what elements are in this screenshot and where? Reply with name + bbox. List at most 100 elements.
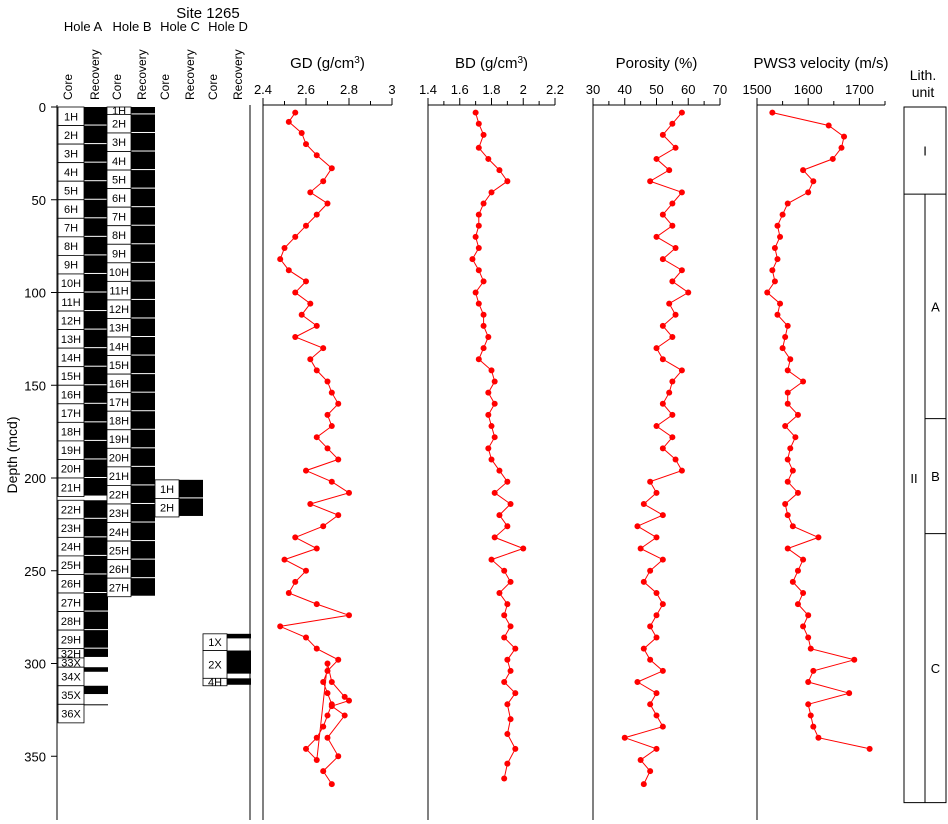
data-line: [766, 112, 870, 750]
data-point: [777, 233, 784, 240]
data-point: [815, 534, 822, 541]
recovery-bar: [84, 685, 108, 695]
core-interval: 3H: [106, 132, 155, 152]
core-id-label: 35X: [61, 690, 81, 702]
x-tick-label: 3: [388, 82, 395, 97]
core-interval: 11H: [106, 280, 155, 301]
data-point: [313, 756, 320, 763]
depth-tick-label: 150: [24, 378, 46, 393]
data-point: [507, 623, 514, 630]
core-interval: 8H: [57, 236, 108, 256]
data-point: [653, 233, 660, 240]
data-point: [292, 233, 299, 240]
data-point: [769, 109, 776, 116]
data-point: [512, 690, 519, 697]
core-interval: 5H: [106, 169, 155, 190]
recovery-bar: [131, 188, 155, 207]
core-id-label: 1H: [160, 484, 174, 496]
data-point: [491, 378, 498, 385]
data-point: [504, 701, 511, 708]
core-id-label: 2H: [112, 119, 126, 131]
core-id-label: 4H: [112, 156, 126, 168]
data-point: [501, 775, 508, 782]
data-point: [774, 222, 781, 229]
data-point: [838, 144, 845, 151]
recovery-bar: [84, 422, 108, 440]
data-point: [328, 679, 335, 686]
data-point: [647, 656, 654, 663]
data-point: [866, 745, 873, 752]
recovery-bar: [84, 459, 108, 477]
core-interval: 34X: [57, 666, 108, 687]
core-id-label: 15H: [109, 360, 129, 372]
data-point: [659, 400, 666, 407]
core-box: [202, 650, 228, 679]
data-point: [328, 478, 335, 485]
data-point: [496, 167, 503, 174]
data-point: [841, 133, 848, 140]
core-id-label: 12H: [61, 315, 81, 327]
recovery-bar: [131, 244, 155, 262]
recovery-bar: [84, 236, 108, 255]
data-point: [669, 378, 676, 385]
data-point: [794, 489, 801, 496]
recovery-bar: [84, 704, 108, 706]
data-point: [807, 712, 814, 719]
core-id-label: 5H: [64, 185, 78, 197]
data-point: [672, 144, 679, 151]
core-interval: 35X: [57, 685, 108, 705]
data-point: [800, 167, 807, 174]
core-interval: 20H: [106, 447, 155, 468]
hole-name: Hole B: [112, 19, 151, 34]
data-point: [303, 141, 309, 148]
data-point: [782, 423, 789, 430]
core-id-label: 6H: [112, 193, 126, 205]
data-point: [346, 697, 352, 704]
core-interval: 23H: [106, 503, 155, 523]
recovery-bar: [84, 107, 108, 125]
data-point: [485, 155, 492, 162]
data-point: [647, 178, 654, 185]
recovery-bar: [131, 392, 155, 411]
core-interval: 19H: [106, 429, 155, 449]
data-point: [292, 109, 299, 116]
data-point: [488, 556, 495, 563]
recovery-bar: [131, 448, 155, 466]
x-tick-label: 30: [586, 82, 600, 97]
core-id-label: 6H: [64, 204, 78, 216]
data-point: [501, 612, 508, 619]
core-id-label: 26H: [61, 579, 81, 591]
recovery-bar: [179, 498, 203, 516]
data-point: [784, 367, 791, 374]
core-interval: 26H: [57, 574, 108, 594]
data-point: [496, 467, 503, 474]
data-point: [475, 211, 482, 218]
recovery-bar: [84, 329, 108, 348]
core-id-label: 3H: [64, 148, 78, 160]
core-interval: 2H: [106, 114, 155, 134]
data-point: [488, 367, 495, 374]
core-id-label: 24H: [61, 542, 81, 554]
data-point: [659, 356, 666, 363]
core-interval: 16H: [57, 384, 108, 405]
core-id-label: 4H: [64, 167, 78, 179]
data-point: [666, 167, 673, 174]
data-point: [653, 690, 660, 697]
data-point: [659, 556, 666, 563]
depth-axis-label: Depth (mcd): [4, 416, 20, 493]
core-id-label: 17H: [61, 408, 81, 420]
depth-tick-label: 100: [24, 286, 46, 301]
data-point: [324, 445, 331, 452]
data-point: [488, 456, 495, 463]
core-interval: 16H: [106, 373, 155, 394]
data-point: [313, 734, 320, 741]
recovery-bar: [179, 479, 203, 498]
core-id-label: 27H: [61, 597, 81, 609]
data-point: [794, 601, 801, 608]
data-point: [501, 679, 508, 686]
data-point: [504, 601, 511, 608]
data-point: [491, 489, 498, 496]
data-point: [764, 289, 771, 296]
data-point: [504, 178, 511, 185]
data-point: [659, 512, 666, 519]
